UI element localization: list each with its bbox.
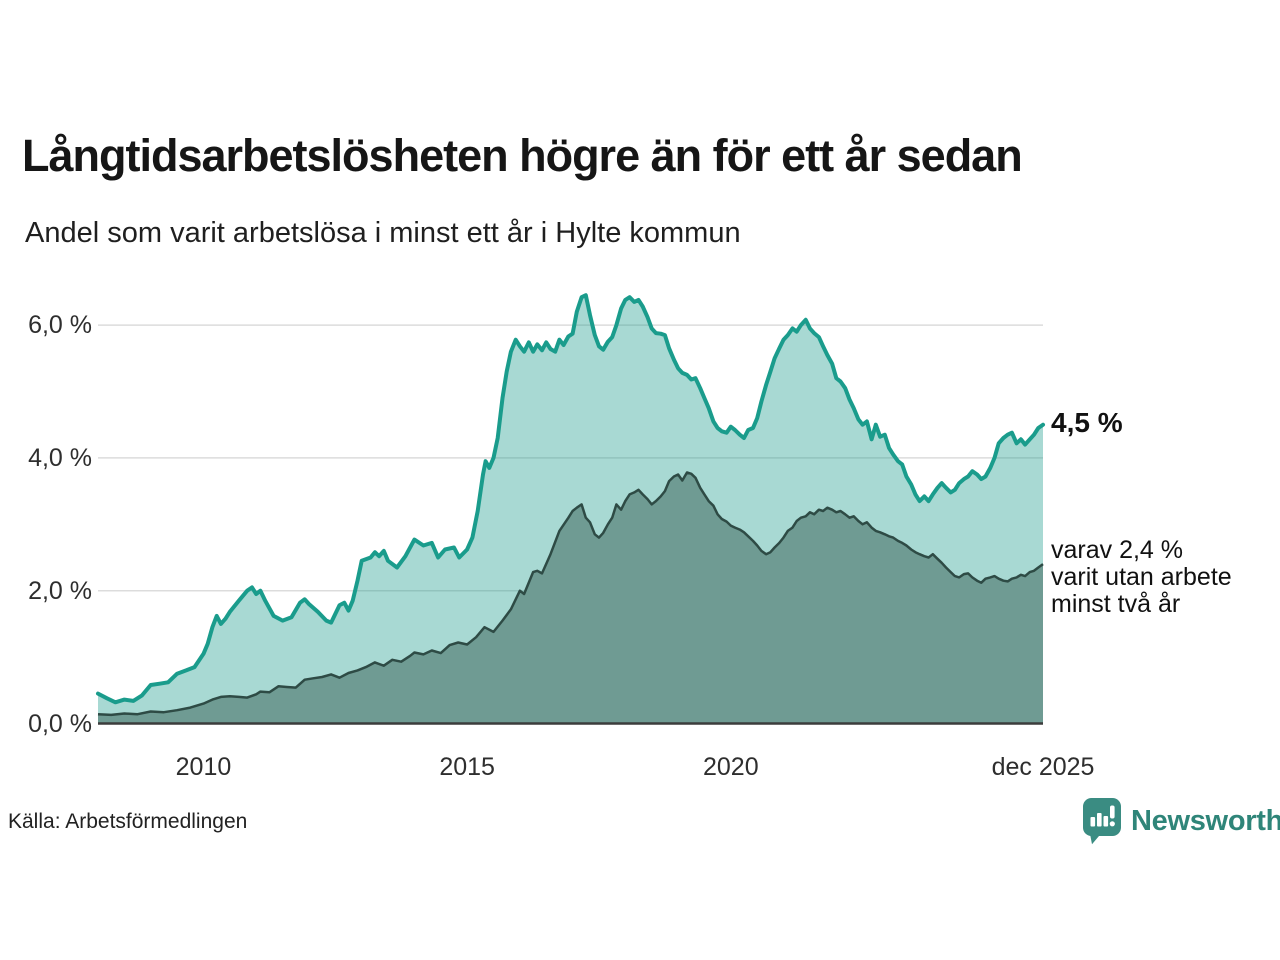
x-axis-label: dec 2025 (991, 753, 1095, 781)
x-axis-label: 2015 (439, 753, 495, 781)
newsworthy-logo-icon (1082, 798, 1121, 845)
newsworthy-logo-text: Newsworthy (1131, 804, 1280, 837)
y-axis-label: 4,0 % (28, 443, 92, 472)
source-credit: Källa: Arbetsförmedlingen (8, 810, 248, 833)
secondary-annotation-line: varav 2,4 % (1051, 536, 1184, 565)
chart-subtitle: Andel som varit arbetslösa i minst ett å… (25, 217, 741, 249)
x-axis-label: 2020 (703, 753, 759, 781)
page-title: Långtidsarbetslösheten högre än för ett … (22, 130, 1023, 181)
y-axis-label: 0,0 % (28, 709, 92, 738)
y-axis-label: 6,0 % (28, 311, 92, 340)
series-area-min-two-years (98, 472, 1043, 724)
newsworthy-logo: Newsworthy (1082, 797, 1280, 845)
series-line-min-one-year (96, 293, 1045, 705)
secondary-annotation-line: minst två år (1051, 590, 1181, 619)
x-axis-label: 2010 (175, 753, 232, 781)
secondary-value-annotation: varav 2,4 % varit utan arbete minst två … (1051, 537, 1232, 618)
y-axis-label: 2,0 % (28, 576, 92, 605)
latest-value-annotation: 4,5 % (1051, 406, 1123, 438)
series-line-min-two-years (97, 471, 1044, 717)
secondary-annotation-line: varit utan arbete (1051, 563, 1232, 592)
